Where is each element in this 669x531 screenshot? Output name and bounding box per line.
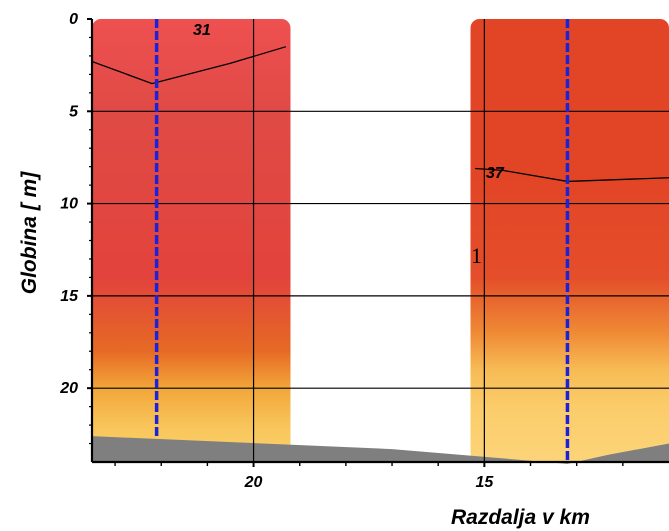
tick-layer: 0 5 10 15 20 20 15 1: [59, 11, 624, 491]
y-tick-label: 5: [69, 103, 79, 120]
temperature-fields: [92, 19, 669, 462]
panel-annotation: 1: [471, 243, 482, 268]
data-panel: [470, 19, 669, 462]
grid-lines: [92, 19, 669, 462]
contour-line: [475, 167, 669, 183]
station-lines: [154, 19, 570, 462]
x-axis-label: Razdalja v km: [451, 506, 590, 529]
x-tick-label: 15: [475, 474, 494, 491]
data-panel: [92, 19, 291, 462]
contour-layer: [91, 46, 669, 183]
y-tick-label: 0: [69, 11, 78, 28]
contour-label: 37: [486, 165, 505, 182]
y-tick-label: 20: [59, 380, 78, 397]
x-tick-label: 20: [244, 474, 263, 491]
seabed: [92, 436, 669, 464]
y-tick-label: 15: [60, 288, 79, 305]
seabed-layer: [92, 436, 669, 464]
contour-line: [91, 46, 287, 85]
contour-label: 31: [193, 22, 211, 39]
y-tick-label: 10: [60, 196, 78, 213]
y-axis-label: Globina [ m]: [18, 171, 41, 295]
